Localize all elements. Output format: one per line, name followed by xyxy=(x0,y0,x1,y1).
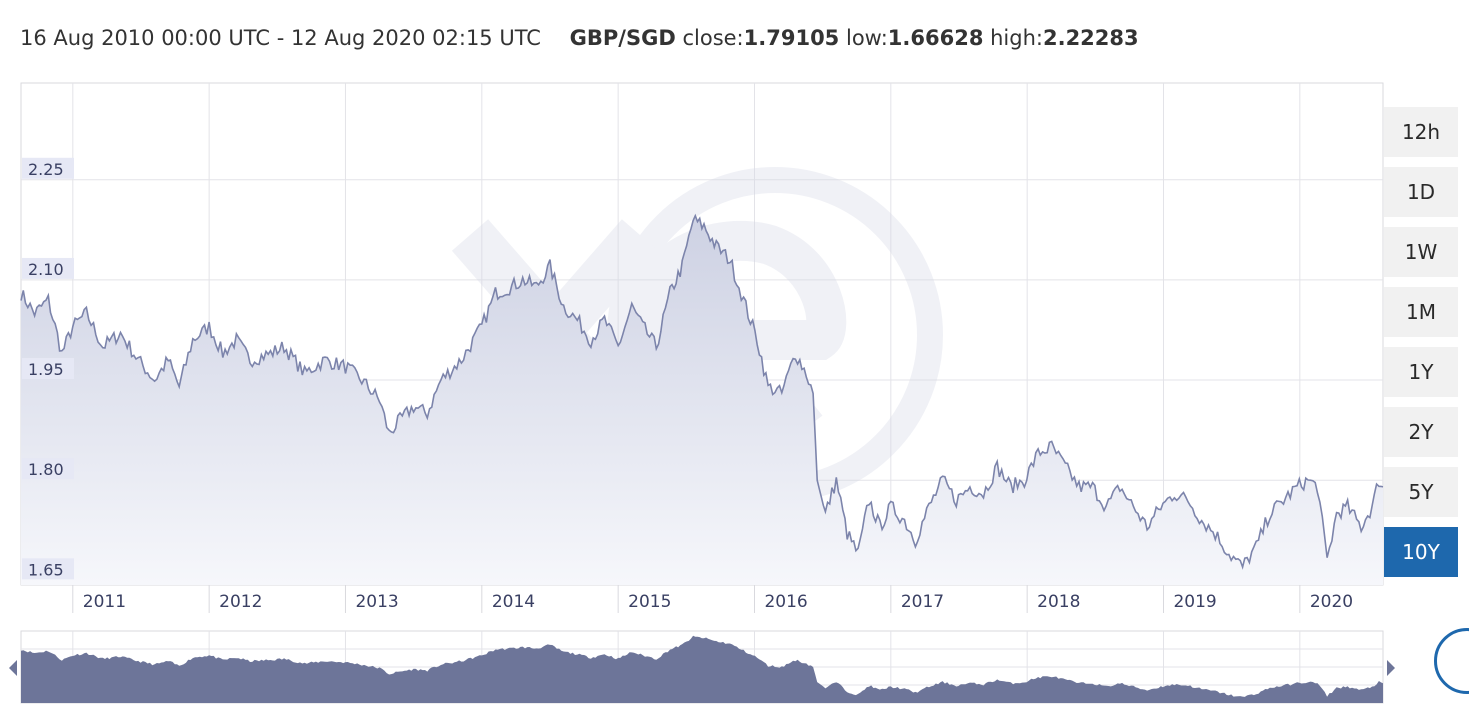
series-area xyxy=(21,215,1383,585)
x-tick-label: 2020 xyxy=(1310,592,1353,612)
range-button-10y[interactable]: 10Y xyxy=(1384,527,1458,577)
y-axis: 1.65 1.80 1.95 2.10 2.25 xyxy=(22,157,74,580)
range-button-5y[interactable]: 5Y xyxy=(1384,467,1458,517)
date-range-text: 16 Aug 2010 00:00 UTC - 12 Aug 2020 02:1… xyxy=(20,26,541,50)
navigator-area xyxy=(21,635,1383,703)
navigator-right-handle-icon[interactable] xyxy=(1387,660,1395,676)
range-button-1w[interactable]: 1W xyxy=(1384,227,1458,277)
close-label: close: xyxy=(682,26,744,50)
high-label: high: xyxy=(990,26,1043,50)
range-button-1m[interactable]: 1M xyxy=(1384,287,1458,337)
x-tick-label: 2014 xyxy=(492,592,535,612)
y-tick-label: 2.25 xyxy=(28,160,64,179)
x-tick-label: 2017 xyxy=(901,592,944,612)
range-button-2y[interactable]: 2Y xyxy=(1384,407,1458,457)
y-tick-label-bg xyxy=(22,458,74,480)
y-tick-label: 1.95 xyxy=(28,360,64,379)
low-value: 1.66628 xyxy=(887,26,984,50)
x-tick-label: 2018 xyxy=(1037,592,1080,612)
high-value: 2.22283 xyxy=(1042,26,1139,50)
y-tick-label: 1.65 xyxy=(28,560,64,579)
x-tick-label: 2015 xyxy=(628,592,671,612)
range-button-1y[interactable]: 1Y xyxy=(1384,347,1458,397)
series-line xyxy=(20,213,1384,570)
low-label: low: xyxy=(845,26,888,50)
y-tick-label: 1.80 xyxy=(28,460,64,479)
y-tick-label-bg xyxy=(22,558,74,580)
range-button-1d[interactable]: 1D xyxy=(1384,167,1458,217)
y-tick-label-bg xyxy=(22,358,74,380)
range-button-12h[interactable]: 12h xyxy=(1384,107,1458,157)
y-tick-label: 2.10 xyxy=(28,260,64,279)
navigator[interactable] xyxy=(9,630,1395,704)
chart-header: 16 Aug 2010 00:00 UTC - 12 Aug 2020 02:1… xyxy=(20,26,1139,50)
navigator-left-handle-icon[interactable] xyxy=(9,660,17,676)
price-series xyxy=(20,213,1384,585)
close-value: 1.79105 xyxy=(743,26,840,50)
currency-pair: GBP/SGD xyxy=(569,26,676,50)
x-tick-label: 2013 xyxy=(355,592,398,612)
x-tick-label: 2012 xyxy=(219,592,262,612)
x-axis: 2011 2012 2013 2014 2015 2016 2017 2018 2019 2020 xyxy=(72,585,1353,613)
y-tick-label-bg xyxy=(22,157,74,179)
x-tick-label: 2016 xyxy=(764,592,807,612)
x-tick-label: 2011 xyxy=(83,592,126,612)
x-tick-label: 2019 xyxy=(1173,592,1216,612)
y-tick-label-bg xyxy=(22,257,74,279)
